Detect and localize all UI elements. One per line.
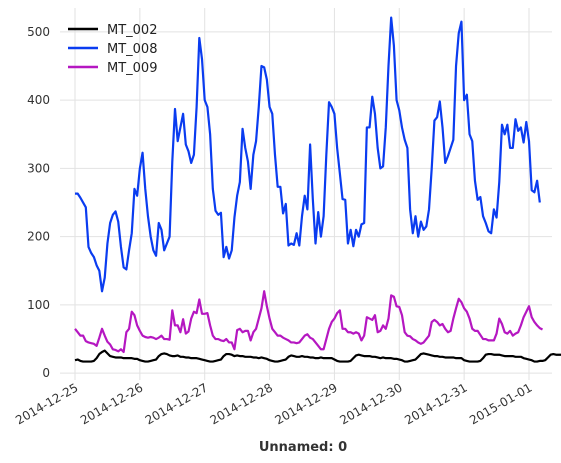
legend-label: MT_009 — [107, 61, 157, 76]
legend-label: MT_008 — [107, 42, 157, 57]
x-tick-label: 2015-01-01 — [467, 380, 534, 427]
y-tick-label: 300 — [27, 161, 50, 175]
legend-label: MT_002 — [107, 23, 157, 38]
x-tick-labels: 2014-12-252014-12-262014-12-272014-12-28… — [13, 380, 534, 427]
x-tick-label: 2014-12-25 — [13, 380, 80, 427]
x-tick-label: 2014-12-30 — [337, 380, 404, 427]
x-tick-label: 2014-12-26 — [78, 380, 145, 427]
y-tick-label: 0 — [42, 366, 50, 380]
x-tick-label: 2014-12-27 — [143, 380, 210, 427]
legend: MT_002 MT_008 MT_009 — [68, 23, 157, 76]
y-tick-label: 200 — [27, 230, 50, 244]
series-line-mt-009 — [74, 290, 544, 354]
series-line-mt-008 — [75, 16, 541, 293]
x-tick-label: 2014-12-29 — [273, 380, 340, 427]
y-tick-labels: 0 100 200 300 400 500 — [27, 25, 50, 380]
series-layer — [74, 16, 561, 363]
x-axis-title: Unnamed: 0 — [259, 440, 347, 455]
y-tick-label: 500 — [27, 25, 50, 39]
x-tick-label: 2014-12-28 — [208, 380, 275, 427]
series-line-mt-002 — [74, 349, 561, 363]
y-tick-label: 400 — [27, 93, 50, 107]
y-tick-label: 100 — [27, 298, 50, 312]
x-tick-label: 2014-12-31 — [402, 380, 469, 427]
